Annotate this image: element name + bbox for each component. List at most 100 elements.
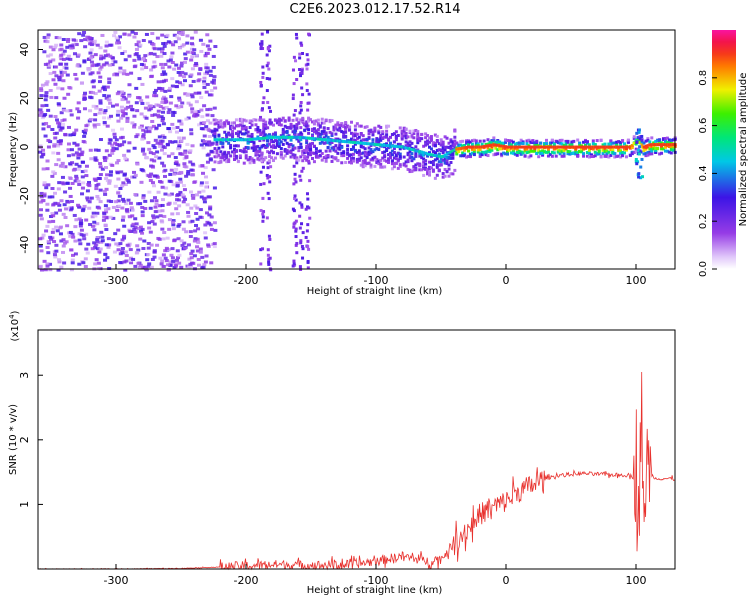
spectrogram-cell <box>69 148 74 152</box>
spectrogram-cell <box>208 205 213 209</box>
spectrogram-cell <box>125 105 130 109</box>
spectrogram-cell <box>459 147 463 151</box>
spectrogram-cell <box>93 246 98 250</box>
spectrogram-cell <box>192 48 197 52</box>
spectrogram-cell <box>400 133 404 137</box>
spectrogram-cell <box>371 133 375 137</box>
spectrogram-cell <box>582 140 586 144</box>
spectrogram-cell <box>262 182 266 186</box>
spectrogram-cell <box>98 188 103 192</box>
spectrogram-cell <box>159 148 164 152</box>
spectrogram-cell <box>537 148 541 152</box>
spectrogram-cell <box>258 146 262 150</box>
spectrogram-cell <box>293 130 297 134</box>
spectrogram-cell <box>498 140 502 144</box>
spectrogram-cell <box>266 139 270 143</box>
spectrogram-cell <box>252 146 256 150</box>
spectrogram-cell <box>175 125 180 129</box>
spectrogram-cell <box>437 163 441 167</box>
spectrogram-cell <box>134 101 139 105</box>
spectrogram-cell <box>174 104 179 108</box>
spectrogram-cell <box>435 138 439 142</box>
spectrogram-cell <box>394 136 398 140</box>
spectrogram-cell <box>615 143 619 147</box>
spectrogram-cell <box>180 30 185 34</box>
spectrogram-cell <box>205 119 210 123</box>
spectrogram-cell <box>79 39 84 43</box>
spectrogram-cell <box>259 182 263 186</box>
spectrogram-cell <box>145 156 150 160</box>
spectrogram-cell <box>178 46 183 50</box>
spectrogram-cell <box>168 101 173 105</box>
spectrogram-cell <box>392 140 396 144</box>
spectrogram-cell <box>275 142 279 146</box>
spectrogram-cell <box>474 144 478 148</box>
spectrogram-cell <box>453 146 457 150</box>
spectrogram-cell <box>59 53 64 57</box>
spectrogram-cell <box>552 151 556 155</box>
spectrogram-cell <box>638 145 642 149</box>
spectrogram-cell <box>258 137 262 141</box>
spectrogram-cell <box>104 177 109 181</box>
spectrogram-cell <box>355 160 359 164</box>
x-tick-label: -200 <box>234 574 259 587</box>
spectrogram-cell <box>272 144 275 148</box>
spectrogram-cell <box>185 142 190 146</box>
spectrogram-cell <box>229 154 233 158</box>
spectrogram-cell <box>305 147 309 151</box>
spectrogram-cell <box>72 131 77 135</box>
spectrogram-cell <box>482 151 486 155</box>
spectrogram-cell <box>498 144 502 148</box>
spectrogram-cell <box>127 33 132 37</box>
spectrogram-cell <box>334 144 338 148</box>
spectrogram-cell <box>83 38 88 42</box>
spectrogram-cell <box>270 138 274 142</box>
spectrogram-cell <box>141 39 146 43</box>
spectrogram-cell <box>433 158 437 162</box>
spectrogram-cell <box>389 141 392 145</box>
spectrogram-cell <box>204 143 209 147</box>
spectrogram-cell <box>50 195 55 199</box>
spectrogram-cell <box>186 243 191 247</box>
spectrogram-cell <box>64 207 69 211</box>
spectrogram-cell <box>275 144 279 148</box>
spectrogram-cell <box>181 200 186 204</box>
spectrogram-cell <box>441 151 445 155</box>
spectrogram-cell <box>43 94 48 98</box>
spectrogram-cell <box>272 132 275 136</box>
spectrogram-cell <box>178 177 183 181</box>
spectrogram-cell <box>256 137 260 141</box>
spectrogram-cell <box>74 176 79 180</box>
spectrogram-cell <box>429 135 433 139</box>
spectrogram-cell <box>250 135 254 139</box>
spectrogram-cell <box>196 227 201 231</box>
spectrogram-cell <box>420 133 424 137</box>
spectrogram-cell <box>134 43 139 47</box>
spectrogram-cell <box>50 127 55 131</box>
spectrogram-cell <box>106 237 111 241</box>
spectrogram-cell <box>260 42 264 46</box>
spectrogram-cell <box>480 150 484 154</box>
spectrogram-cell <box>101 218 106 222</box>
spectrogram-cell <box>365 125 369 129</box>
spectrogram-cell <box>227 122 231 126</box>
spectrogram-cell <box>324 149 328 153</box>
spectrogram-cell <box>490 141 494 145</box>
spectrogram-cell <box>117 144 122 148</box>
spectrogram-cell <box>116 177 121 181</box>
spectrogram-cell <box>357 124 361 128</box>
spectrogram-cell <box>626 138 630 142</box>
spectrogram-cell <box>562 145 566 149</box>
spectrogram-cell <box>208 207 213 211</box>
spectrogram-cell <box>316 137 320 141</box>
spectrogram-cell <box>314 151 318 155</box>
spectrogram-cell <box>97 80 102 84</box>
spectrogram-cell <box>326 155 330 159</box>
spectrogram-cell <box>161 97 166 101</box>
spectrogram-cell <box>517 150 521 154</box>
spectrogram-cell <box>244 119 248 123</box>
spectrogram-cell <box>108 54 113 58</box>
spectrogram-cell <box>609 139 613 143</box>
spectrogram-cell <box>168 130 173 134</box>
spectrogram-cell <box>291 144 295 148</box>
